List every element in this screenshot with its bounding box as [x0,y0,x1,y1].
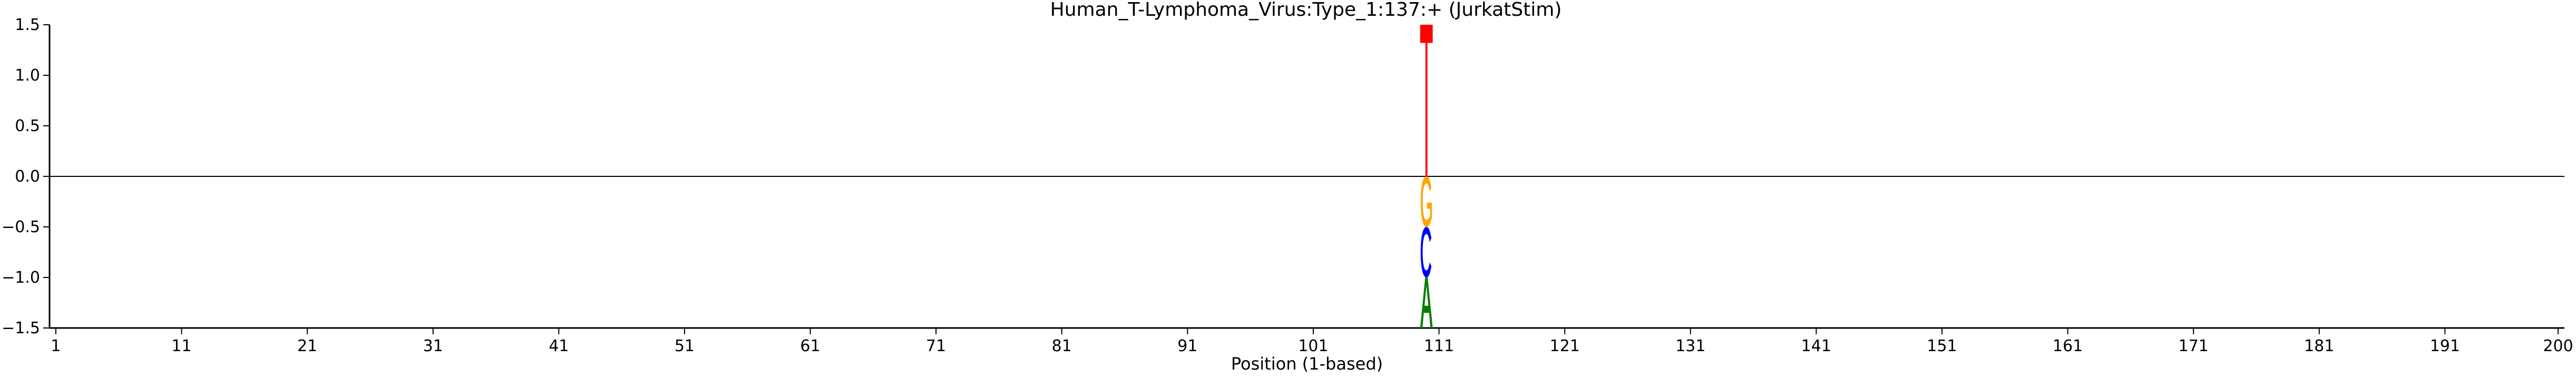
x-tick-label: 31 [423,337,443,355]
x-tick-label: 1 [51,337,61,355]
y-tick-label: 1.5 [15,16,40,34]
y-tick-label: 0.0 [15,167,40,186]
x-tick-label: 121 [1549,337,1579,355]
x-tick-label: 71 [926,337,946,355]
x-tick-label: 11 [171,337,191,355]
x-tick-label: 111 [1424,337,1454,355]
x-tick-label: 101 [1298,337,1328,355]
logo-letter-t [1420,25,1433,176]
x-tick-label: 161 [2053,337,2083,355]
x-tick-label: 171 [2178,337,2208,355]
logo-letter-g [1420,176,1432,227]
x-tick-label: 151 [1927,337,1957,355]
y-tick-label: 0.5 [15,117,40,135]
y-tick-label: −0.5 [2,218,40,236]
y-ticks: 1.5 1.0 0.5 0.0 −0.5 −1.0 −1.5 [2,16,50,337]
chart-title: Human_T-Lymphoma_Virus:Type_1:137:+ (Jur… [1050,0,1562,21]
x-tick-label: 61 [800,337,820,355]
x-tick-label: 81 [1052,337,1072,355]
x-ticks: 1 11 21 31 41 51 61 71 81 91 101 111 121 131 141 151 161… [51,328,2573,355]
x-tick-label: 141 [1801,337,1831,355]
x-tick-label: 191 [2430,337,2460,355]
x-tick-label: 51 [675,337,695,355]
x-tick-label: 91 [1177,337,1197,355]
x-axis-label: Position (1-based) [1231,354,1383,374]
y-tick-label: −1.5 [2,319,40,337]
logo-letter-a [1420,277,1433,328]
logo-letter-c [1420,227,1432,277]
x-tick-label: 21 [297,337,317,355]
x-tick-label: 41 [549,337,569,355]
y-tick-label: 1.0 [15,66,40,85]
x-tick-label: 181 [2304,337,2334,355]
logo-letters [1420,25,1433,328]
x-tick-label: 131 [1675,337,1705,355]
x-tick-label: 200 [2543,337,2573,355]
y-tick-label: −1.0 [2,268,40,287]
